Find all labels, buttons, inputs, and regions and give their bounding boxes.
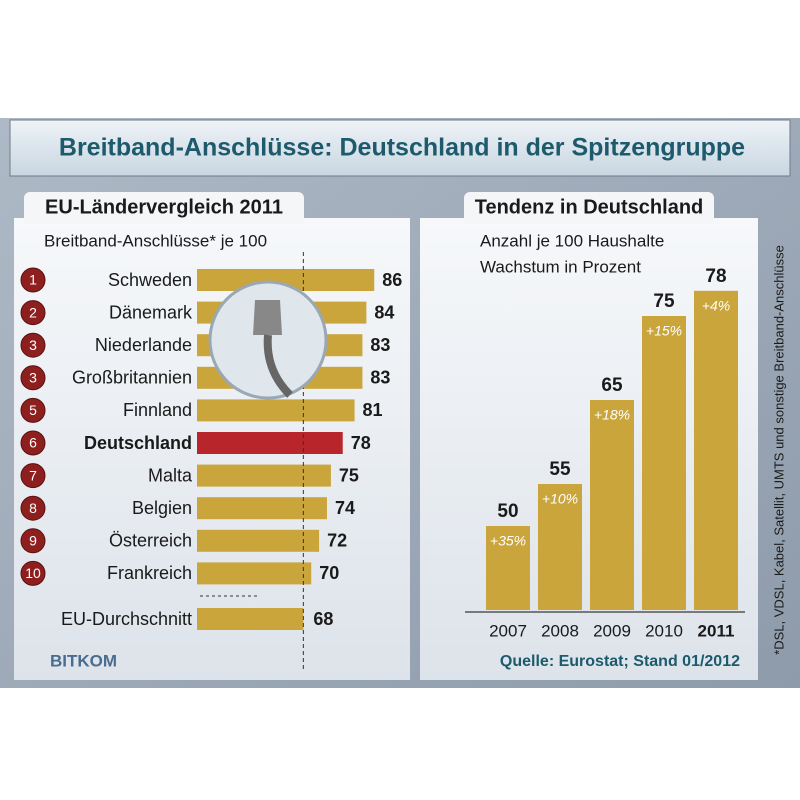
rank-badge	[20, 300, 46, 326]
value-label: 72	[327, 531, 347, 551]
value-label: 74	[335, 498, 355, 518]
value-label: 86	[382, 270, 402, 290]
category-label: Niederlande	[95, 335, 192, 355]
value-label: 75	[653, 291, 675, 312]
right-title: Tendenz in Deutschland	[475, 196, 704, 218]
bar	[538, 484, 582, 610]
growth-label: +4%	[702, 298, 730, 314]
left-title: EU-Ländervergleich 2011	[45, 196, 283, 218]
rank-badge	[20, 430, 46, 456]
rank-label: 9	[29, 533, 37, 549]
category-label: Großbritannien	[72, 368, 192, 388]
bar	[197, 562, 312, 585]
connector-icon-plug	[253, 300, 282, 335]
bar	[197, 529, 320, 552]
reference-label: EU-Durchschnitt	[61, 609, 192, 629]
left-title-tab	[24, 192, 304, 224]
rank-label: 1	[29, 272, 37, 288]
reference-bar	[197, 608, 304, 630]
rank-badge	[20, 267, 46, 293]
rank-badge	[20, 397, 46, 423]
logo: BITKOM	[50, 651, 117, 670]
bar	[197, 269, 375, 291]
x-tick-label: 2011	[698, 621, 735, 640]
right-subtitle: Anzahl je 100 Haushalte	[480, 231, 664, 250]
rank-label: 2	[29, 304, 37, 320]
value-label: 83	[370, 335, 390, 355]
rank-badge	[20, 528, 46, 554]
title-bar	[9, 119, 791, 177]
category-label: Malta	[148, 465, 193, 485]
rank-badge	[20, 365, 46, 391]
category-label: Deutschland	[84, 433, 192, 453]
rank-badge	[20, 560, 46, 586]
rank-badge	[20, 463, 46, 489]
bar	[197, 497, 327, 520]
rank-label: 3	[29, 337, 37, 353]
category-label: Schweden	[108, 270, 192, 290]
rank-label: 10	[25, 565, 41, 581]
x-tick-label: 2008	[541, 621, 579, 640]
rank-label: 8	[29, 500, 37, 516]
rank-label: 5	[29, 402, 37, 418]
value-label: 78	[351, 433, 371, 453]
bar	[197, 432, 343, 454]
left-subtitle: Breitband-Anschlüsse* je 100	[44, 231, 267, 250]
bar	[642, 316, 686, 610]
growth-label: +35%	[490, 533, 526, 549]
right-subtitle-2: Wachstum in Prozent	[480, 257, 641, 276]
rank-badge	[20, 332, 46, 358]
x-tick-label: 2010	[645, 621, 683, 640]
x-tick-label: 2009	[593, 621, 631, 640]
value-label: 65	[601, 375, 623, 396]
category-label: Belgien	[132, 498, 192, 518]
value-label: 81	[363, 400, 383, 420]
bar	[486, 526, 530, 610]
bar	[197, 399, 355, 422]
rank-label: 7	[29, 467, 37, 483]
growth-label: +10%	[542, 491, 578, 507]
rank-badge	[20, 495, 46, 521]
category-label: Dänemark	[109, 302, 193, 322]
bar	[694, 290, 738, 610]
source: Quelle: Eurostat; Stand 01/2012	[500, 653, 740, 670]
right-title-tab	[464, 192, 714, 224]
x-tick-label: 2007	[489, 621, 527, 640]
footnote: *DSL, VDSL, Kabel, Satellit, UMTS und so…	[771, 245, 786, 655]
category-label: Frankreich	[107, 563, 192, 583]
category-label: Österreich	[109, 531, 192, 551]
value-label: 83	[370, 368, 390, 388]
value-label: 75	[339, 465, 359, 485]
rank-label: 6	[29, 435, 37, 451]
growth-label: +15%	[646, 323, 682, 339]
main-title: Breitband-Anschlüsse: Deutschland in der…	[59, 134, 745, 162]
bar	[197, 464, 331, 487]
value-label: 50	[497, 501, 518, 522]
value-label: 84	[374, 302, 394, 322]
value-label: 70	[319, 563, 339, 583]
rank-label: 3	[29, 370, 37, 386]
growth-label: +18%	[594, 407, 630, 423]
bar	[590, 400, 634, 610]
connector-icon-cable	[263, 334, 293, 398]
reference-value: 68	[313, 609, 333, 629]
value-label: 55	[549, 459, 571, 480]
category-label: Finnland	[123, 400, 192, 420]
value-label: 78	[705, 266, 726, 287]
